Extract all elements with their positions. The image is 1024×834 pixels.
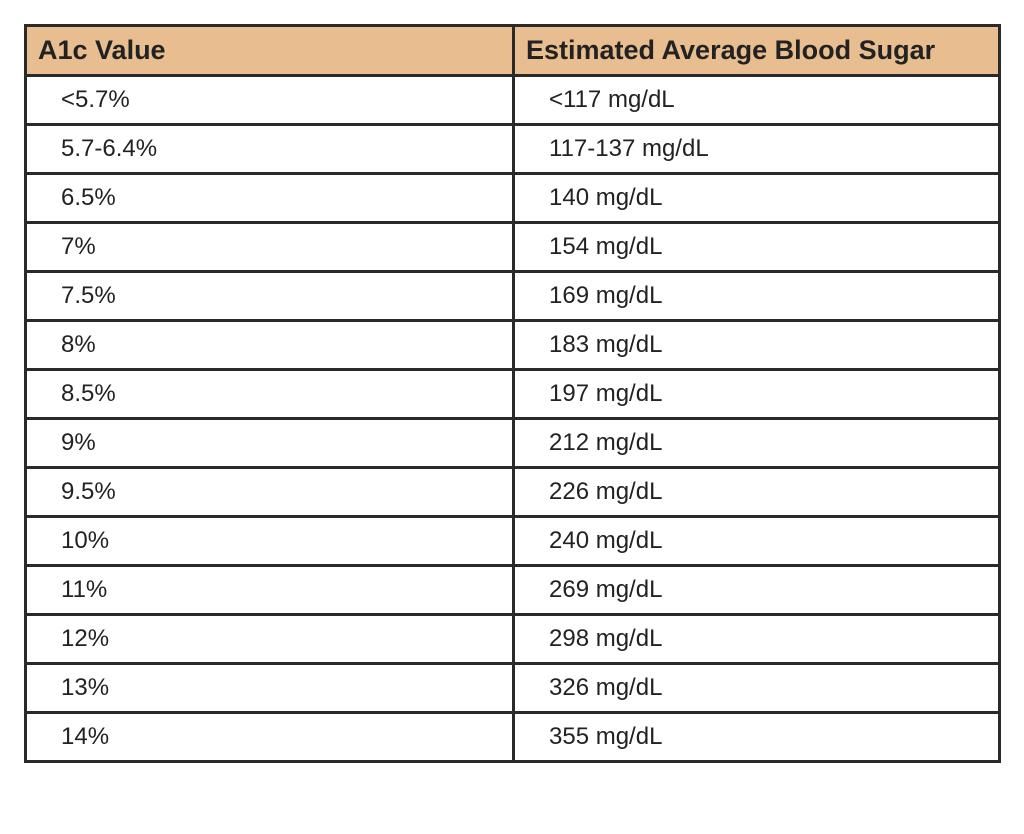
table-cell: 5.7-6.4% xyxy=(24,123,515,175)
table-cell: 8% xyxy=(24,319,515,371)
table-cell: 154 mg/dL xyxy=(512,221,1001,273)
table-body: <5.7% <117 mg/dL 5.7-6.4% 117-137 mg/dL 6.5%… xyxy=(24,74,1001,763)
header-cell: Estimated Average Blood Sugar xyxy=(512,24,1001,77)
table-cell: 326 mg/dL xyxy=(512,662,1001,714)
table-cell: 6.5% xyxy=(24,172,515,224)
table-row: <5.7% <117 mg/dL xyxy=(24,74,1001,126)
a1c-table: A1c Value Estimated Average Blood Sugar … xyxy=(24,24,1001,763)
table-cell: 8.5% xyxy=(24,368,515,420)
table-header: A1c Value Estimated Average Blood Sugar xyxy=(24,24,1001,77)
table-cell: 355 mg/dL xyxy=(512,711,1001,763)
table-row: 9% 212 mg/dL xyxy=(24,417,1001,469)
table-row: 14% 355 mg/dL xyxy=(24,711,1001,763)
table-cell: 298 mg/dL xyxy=(512,613,1001,665)
table-row: 12% 298 mg/dL xyxy=(24,613,1001,665)
table-cell: 9% xyxy=(24,417,515,469)
header-cell: A1c Value xyxy=(24,24,515,77)
table-row: 7.5% 169 mg/dL xyxy=(24,270,1001,322)
table-cell: 13% xyxy=(24,662,515,714)
table-cell: 212 mg/dL xyxy=(512,417,1001,469)
table-cell: 7% xyxy=(24,221,515,273)
table-row: 9.5% 226 mg/dL xyxy=(24,466,1001,518)
table-row: 6.5% 140 mg/dL xyxy=(24,172,1001,224)
table-cell: 197 mg/dL xyxy=(512,368,1001,420)
table-cell: 11% xyxy=(24,564,515,616)
table-cell: <5.7% xyxy=(24,74,515,126)
table-cell: 226 mg/dL xyxy=(512,466,1001,518)
table-cell: 10% xyxy=(24,515,515,567)
table-cell: 140 mg/dL xyxy=(512,172,1001,224)
table-row: 7% 154 mg/dL xyxy=(24,221,1001,273)
table-row: 5.7-6.4% 117-137 mg/dL xyxy=(24,123,1001,175)
table-row: 10% 240 mg/dL xyxy=(24,515,1001,567)
table-cell: 117-137 mg/dL xyxy=(512,123,1001,175)
table-cell: 240 mg/dL xyxy=(512,515,1001,567)
table-cell: 7.5% xyxy=(24,270,515,322)
table-row: 8.5% 197 mg/dL xyxy=(24,368,1001,420)
header-row: A1c Value Estimated Average Blood Sugar xyxy=(24,24,1001,77)
table-row: 8% 183 mg/dL xyxy=(24,319,1001,371)
table-cell: 169 mg/dL xyxy=(512,270,1001,322)
table-cell: 269 mg/dL xyxy=(512,564,1001,616)
table-cell: <117 mg/dL xyxy=(512,74,1001,126)
table-cell: 9.5% xyxy=(24,466,515,518)
table-cell: 12% xyxy=(24,613,515,665)
table-cell: 183 mg/dL xyxy=(512,319,1001,371)
table-row: 11% 269 mg/dL xyxy=(24,564,1001,616)
table-cell: 14% xyxy=(24,711,515,763)
table-row: 13% 326 mg/dL xyxy=(24,662,1001,714)
